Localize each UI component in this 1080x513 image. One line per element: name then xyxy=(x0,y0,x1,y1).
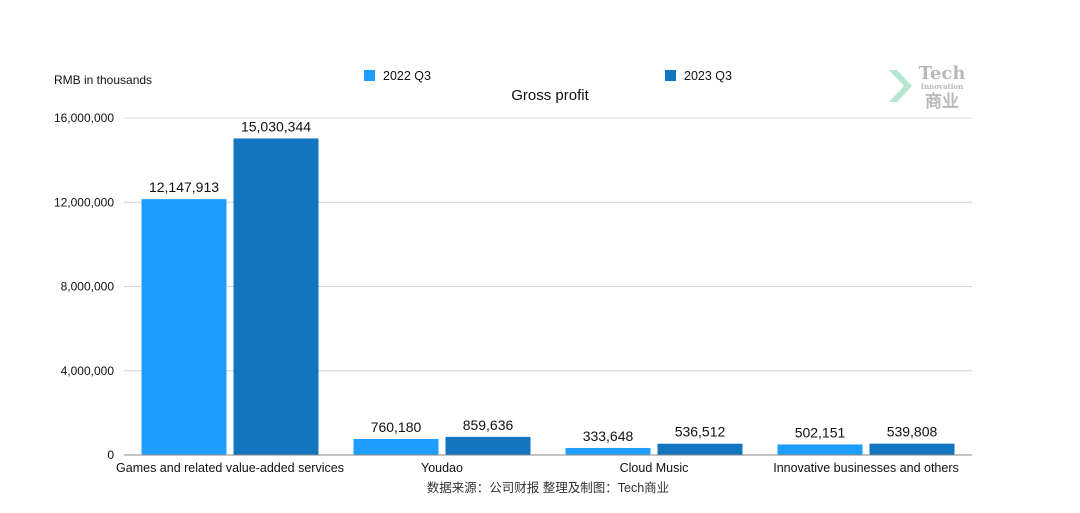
data-label: 760,180 xyxy=(371,419,422,435)
legend-swatch xyxy=(665,70,676,81)
data-label: 536,512 xyxy=(675,424,726,440)
chart-title: Gross profit xyxy=(511,87,589,104)
data-label: 539,808 xyxy=(887,424,938,440)
legend-label: 2022 Q3 xyxy=(383,69,431,83)
x-category-label: Games and related value-added services xyxy=(116,461,344,475)
y-tick-label: 0 xyxy=(107,448,114,462)
logo-text-sub: Innovation xyxy=(921,82,963,91)
axes: 0 4,000,000 8,000,000 12,000,000 16,000,000 G… xyxy=(54,111,972,475)
data-label: 333,648 xyxy=(583,428,634,444)
unit-label: RMB in thousands xyxy=(54,73,152,87)
x-category-label: Innovative businesses and others xyxy=(773,461,959,475)
data-labels: 12,147,913 15,030,344 760,180 859,636 333,64… xyxy=(149,118,938,444)
tech-innovation-logo: Tech Innovation 商业 xyxy=(889,63,965,112)
y-tick-label: 8,000,000 xyxy=(61,280,115,294)
bar-2022-q3 xyxy=(777,444,863,455)
x-category-label: Youdao xyxy=(421,461,463,475)
bar-2023-q3 xyxy=(233,138,319,455)
x-category-label: Cloud Music xyxy=(620,461,689,475)
data-label: 12,147,913 xyxy=(149,179,219,195)
y-tick-label: 12,000,000 xyxy=(54,195,114,209)
legend: 2022 Q3 2023 Q3 xyxy=(364,69,732,83)
legend-label: 2023 Q3 xyxy=(684,69,732,83)
y-tick-label: 16,000,000 xyxy=(54,111,114,125)
logo-text-cn: 商业 xyxy=(925,91,959,112)
bar-2023-q3 xyxy=(657,443,743,455)
data-label: 15,030,344 xyxy=(241,118,311,134)
bar-2023-q3 xyxy=(445,436,531,455)
legend-swatch xyxy=(364,70,375,81)
bar-2022-q3 xyxy=(141,199,227,455)
bar-2022-q3 xyxy=(353,438,439,455)
bars xyxy=(141,138,955,455)
data-label: 859,636 xyxy=(463,417,514,433)
bar-2023-q3 xyxy=(869,443,955,455)
data-label: 502,151 xyxy=(795,424,846,440)
logo-text-main: Tech xyxy=(919,63,966,84)
logo-chevron-icon xyxy=(889,70,912,102)
source-note: 数据来源：公司财报 整理及制图：Tech商业 xyxy=(427,480,669,495)
bar-2022-q3 xyxy=(565,447,651,455)
y-tick-label: 4,000,000 xyxy=(61,364,115,378)
